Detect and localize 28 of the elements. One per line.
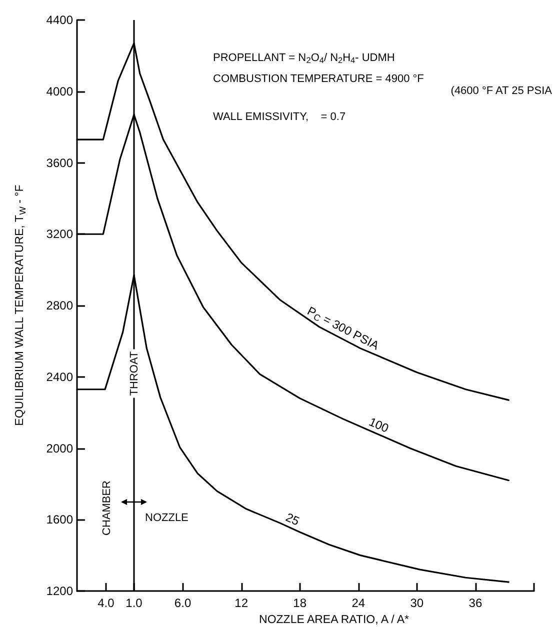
y-tick-label: 3600 <box>46 156 74 170</box>
y-tick-label: 2400 <box>46 370 74 384</box>
y-tick-label: 3200 <box>46 227 74 242</box>
x-tick-label: 36 <box>468 596 482 610</box>
x-tick-label: 4.0 <box>98 596 115 610</box>
y-axis-title: EQUILIBRIUM WALL TEMPERATURE, TW - °F <box>14 184 28 426</box>
x-tick-label: 18 <box>293 596 307 610</box>
y-tick-label: 4000 <box>46 84 74 98</box>
text: PC = 300 PSIA <box>305 304 382 353</box>
x-tick-label: 24 <box>352 596 366 610</box>
y-tick-label: 4400 <box>46 13 74 27</box>
ref-line-label: THROAT <box>128 351 140 396</box>
x-tick-label: 30 <box>410 596 424 610</box>
y-tick-label: 1600 <box>46 512 74 527</box>
annotation: (4600 °F AT 25 PSIA <box>450 85 553 97</box>
text: 100 <box>366 414 392 436</box>
annotation: COMBUSTION TEMPERATURE = 4900 °F <box>213 73 424 85</box>
annotation: NOZZLE <box>145 512 188 524</box>
x-tick-label: 12 <box>234 596 248 610</box>
y-tick-label: 2800 <box>46 298 74 312</box>
annotation: WALL EMISSIVITY, = 0.7 <box>213 111 346 123</box>
x-tick-label: 6.0 <box>174 596 192 610</box>
annotation: CHAMBER <box>101 480 113 536</box>
x-axis-title: NOZZLE AREA RATIO, A / A* <box>259 614 410 626</box>
y-tick-label: 2000 <box>46 441 74 456</box>
y-tick-label: 1200 <box>46 584 74 598</box>
text: 25 <box>284 510 302 528</box>
x-tick-label: 1.0 <box>126 596 143 610</box>
